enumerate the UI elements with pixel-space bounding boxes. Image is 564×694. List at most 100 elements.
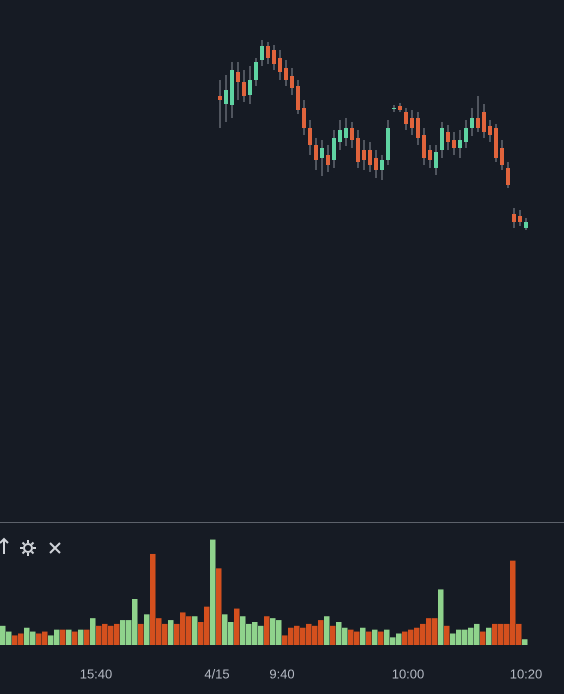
settings-icon-teeth[interactable] xyxy=(20,540,36,556)
candle-body xyxy=(512,214,516,222)
volume-bar xyxy=(90,618,96,645)
volume-bar xyxy=(414,627,420,645)
candle-body xyxy=(446,132,450,142)
volume-bar xyxy=(12,635,18,645)
volume-bar xyxy=(342,627,348,645)
candle-body xyxy=(362,150,366,160)
pane-toolbar[interactable] xyxy=(0,537,61,556)
volume-bar xyxy=(192,616,198,645)
candle-body xyxy=(500,148,504,165)
candle-body xyxy=(392,108,396,109)
candle-body xyxy=(284,68,288,80)
volume-bar xyxy=(54,629,60,645)
candle-body xyxy=(356,138,360,162)
candle-body xyxy=(458,140,462,148)
close-icon[interactable] xyxy=(49,542,61,554)
candle-body xyxy=(320,148,324,158)
candle-body xyxy=(416,118,420,138)
volume-bar xyxy=(390,637,396,645)
candle-body xyxy=(398,106,402,110)
volume-bar xyxy=(474,623,480,645)
volume-bar xyxy=(486,627,492,645)
settings-icon[interactable] xyxy=(23,543,33,553)
move-up-icon[interactable] xyxy=(0,537,9,554)
candle-body xyxy=(410,118,414,128)
candle-body xyxy=(428,150,432,160)
candle-body xyxy=(464,128,468,142)
volume-bar xyxy=(78,629,84,645)
candle-body xyxy=(272,50,276,64)
x-tick-label: 10:20 xyxy=(510,666,543,681)
volume-bar xyxy=(120,620,126,645)
volume-bar xyxy=(0,625,6,645)
volume-bar xyxy=(480,631,486,645)
volume-bar xyxy=(36,633,42,645)
candle-body xyxy=(524,222,528,228)
volume-bar xyxy=(156,618,162,645)
volume-bar xyxy=(198,622,204,645)
volume-bar xyxy=(360,627,366,645)
volume-bar xyxy=(126,620,132,645)
candle-body xyxy=(386,128,390,160)
volume-bar xyxy=(348,629,354,645)
candle-body xyxy=(332,138,336,160)
x-tick-label: 4/15 xyxy=(204,666,229,681)
volume-bar xyxy=(96,625,102,645)
volume-bar xyxy=(60,629,66,645)
volume-bar xyxy=(354,631,360,645)
volume-bar xyxy=(18,633,24,645)
volume-bar xyxy=(276,620,282,645)
volume-bar xyxy=(438,589,444,645)
volume-bar xyxy=(522,639,528,645)
candle-body xyxy=(470,118,474,128)
volume-bar xyxy=(372,629,378,645)
volume-bar xyxy=(66,629,72,645)
volume-bar xyxy=(246,623,252,645)
volume-bar xyxy=(48,635,54,645)
candle-body xyxy=(260,46,264,60)
volume-bar xyxy=(516,623,522,645)
volume-bar xyxy=(510,560,516,645)
volume-bar xyxy=(378,631,384,645)
volume-bar xyxy=(180,612,186,645)
volume-bar xyxy=(132,599,138,645)
candle-body xyxy=(374,158,378,170)
volume-bar xyxy=(42,631,48,645)
volume-bar xyxy=(288,627,294,645)
volume-bar xyxy=(450,633,456,645)
volume-bar xyxy=(432,618,438,645)
volume-bar xyxy=(462,629,468,645)
volume-bar xyxy=(174,623,180,645)
volume-bar xyxy=(384,629,390,645)
volume-bar xyxy=(108,625,114,645)
candle-body xyxy=(224,90,228,104)
candle-body xyxy=(440,128,444,150)
candle-body xyxy=(326,155,330,165)
candle-body xyxy=(314,145,318,160)
candle-body xyxy=(278,58,282,72)
candle-body xyxy=(368,150,372,165)
candle-body xyxy=(338,130,342,142)
volume-bar xyxy=(240,616,246,645)
volume-bar xyxy=(408,629,414,645)
volume-bar xyxy=(258,625,264,645)
candle-body xyxy=(254,62,258,80)
candle-body xyxy=(488,126,492,135)
volume-bar xyxy=(366,631,372,645)
volume-bar xyxy=(468,627,474,645)
candle-body xyxy=(518,216,522,222)
volume-bar xyxy=(144,614,150,645)
volume-bar xyxy=(24,627,30,645)
volume-bar xyxy=(186,616,192,645)
volume-bar xyxy=(330,625,336,645)
volume-bar xyxy=(204,606,210,645)
volume-bar xyxy=(396,633,402,645)
volume-bar xyxy=(228,622,234,645)
volume-bar xyxy=(318,620,324,645)
volume-bar xyxy=(30,631,36,645)
volume-bar xyxy=(426,618,432,645)
volume-bar xyxy=(270,618,276,645)
candle-body xyxy=(302,108,306,128)
candle-body xyxy=(482,112,486,132)
